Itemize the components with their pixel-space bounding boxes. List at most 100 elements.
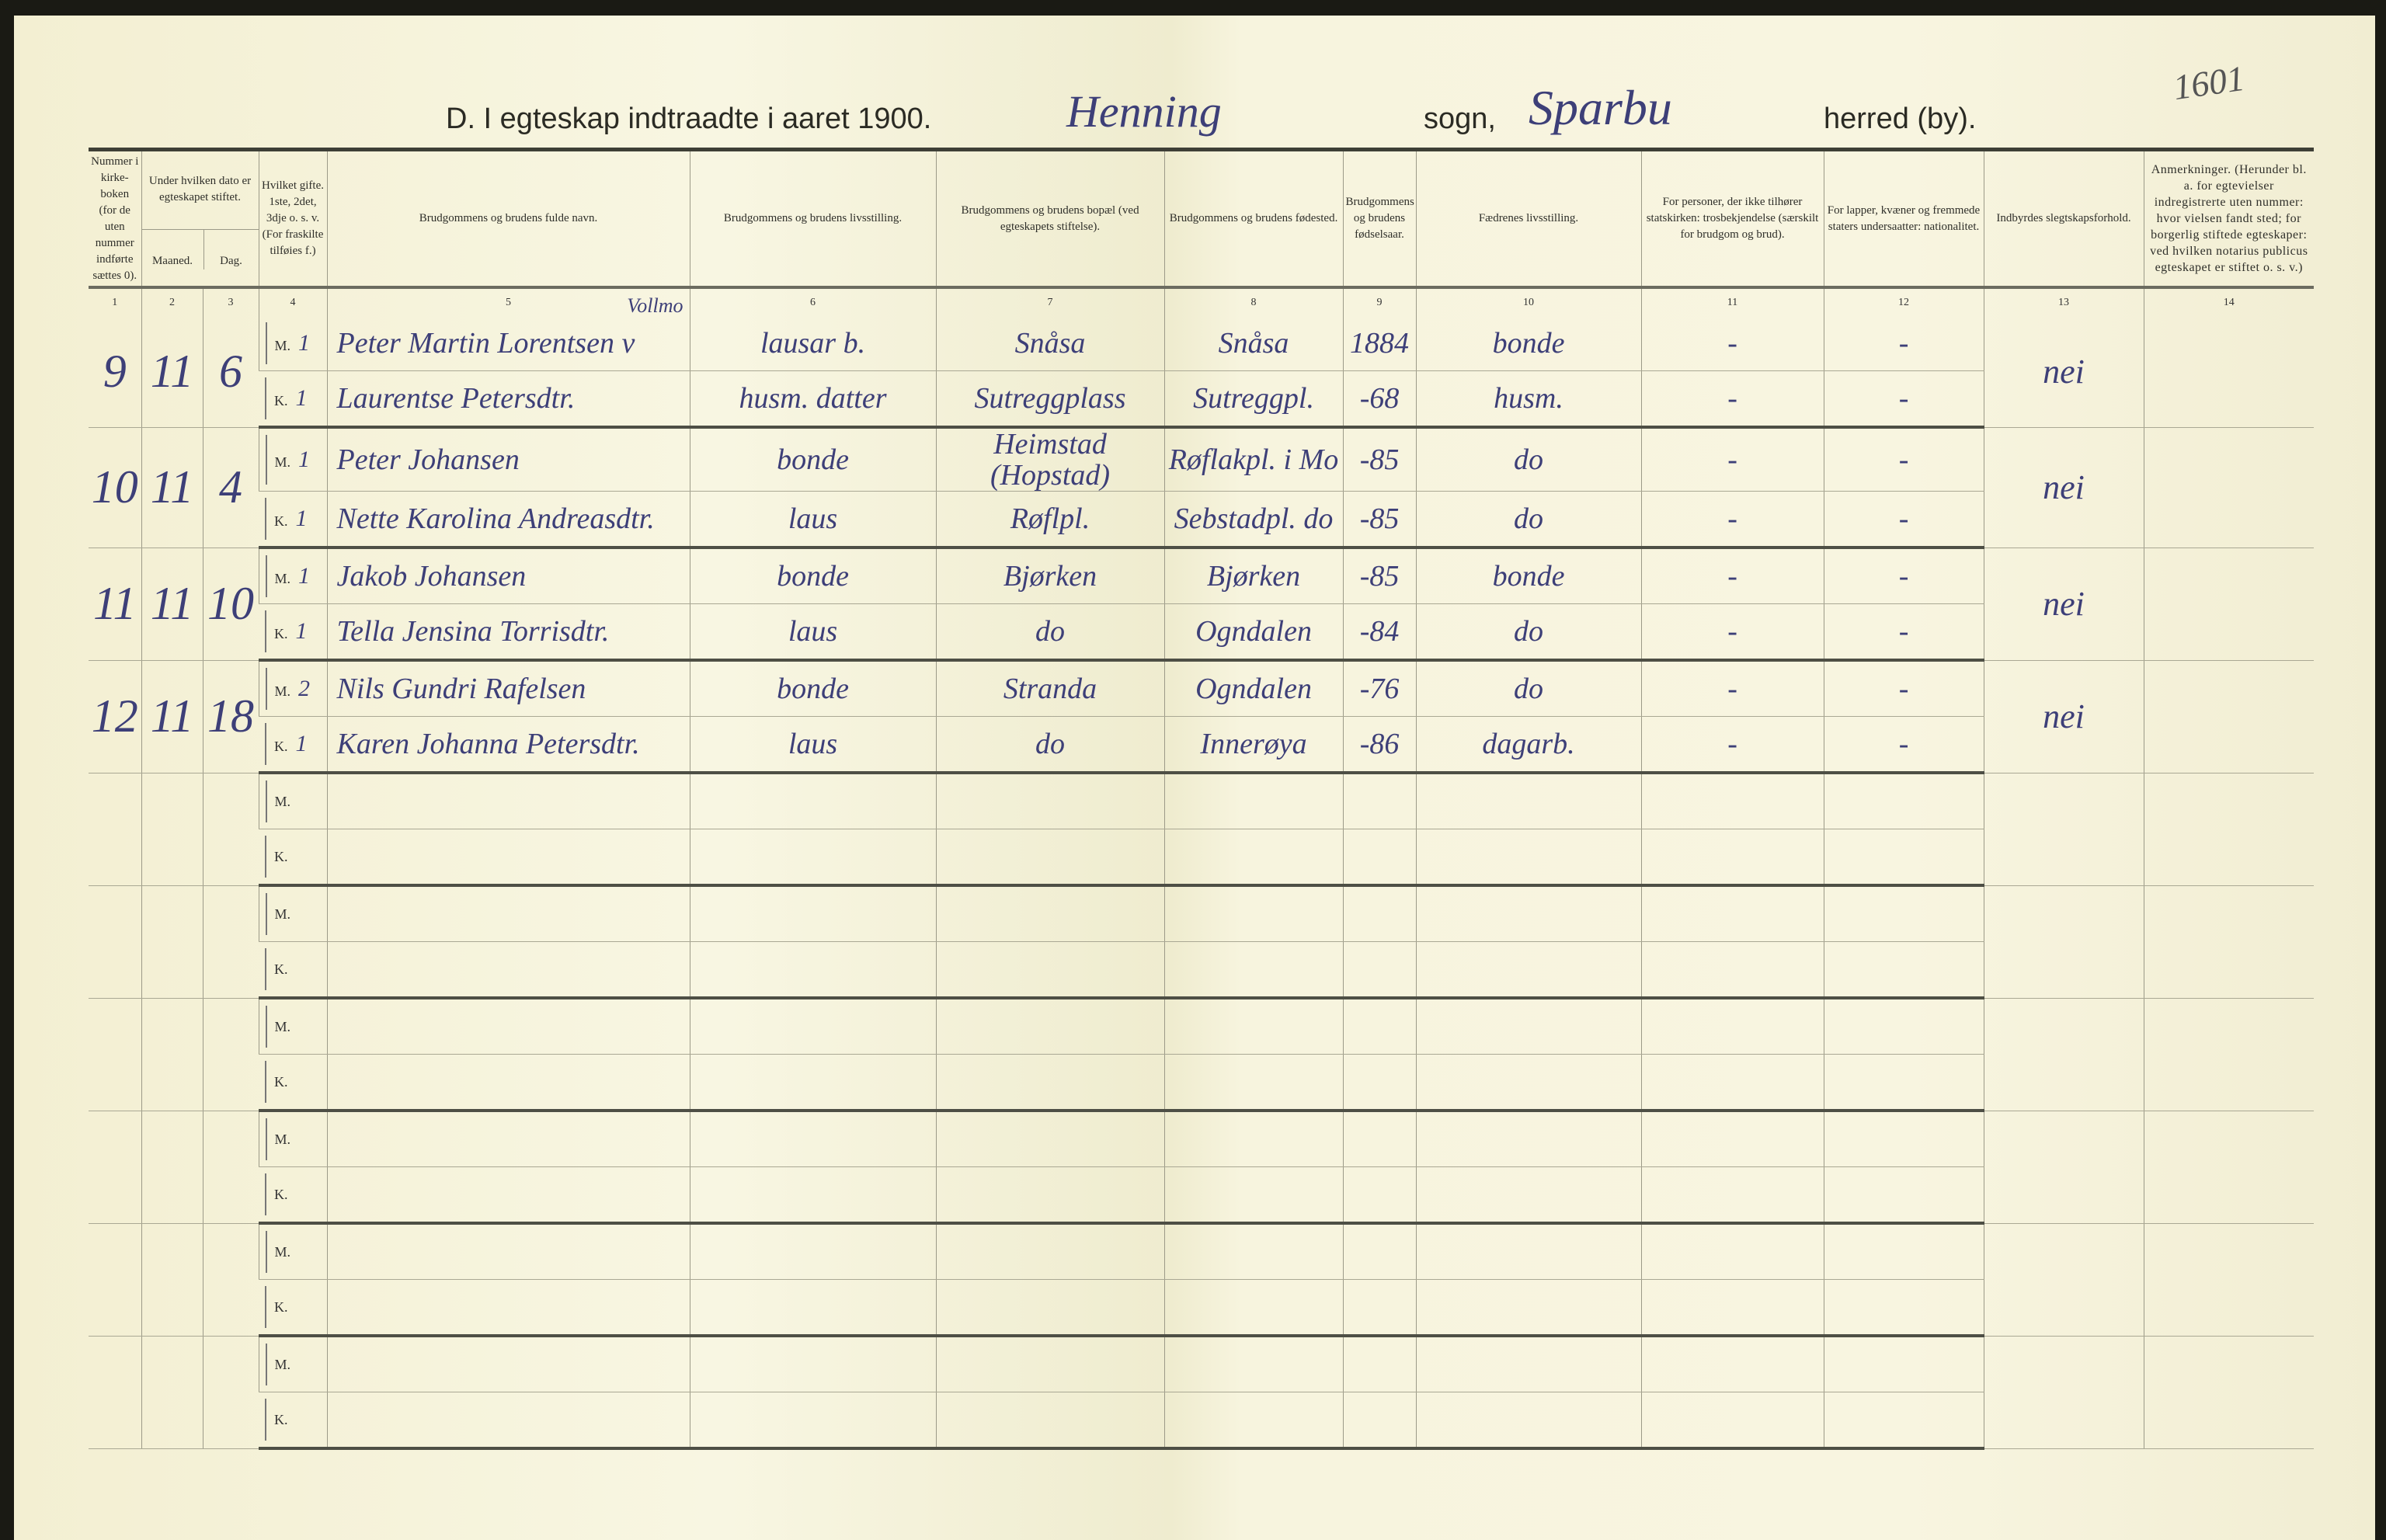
bride-residence-text: Sutreggplass — [974, 382, 1126, 415]
relation: nei — [1983, 427, 2144, 548]
spouse-label: M. — [274, 1356, 291, 1372]
bride-birth-year-text: -86 — [1359, 728, 1400, 760]
remarks — [2143, 885, 2315, 999]
column-number-3: 3 — [202, 287, 259, 316]
bride-birth-year: -84 — [1342, 603, 1417, 662]
column-number-13: 13 — [1983, 287, 2144, 316]
column-header-month-day: Maaned. Dag. — [142, 229, 259, 269]
bride-nationality: - — [1823, 491, 1984, 549]
groom-nationality — [1823, 1336, 1984, 1392]
groom-name: Peter Johansen — [326, 427, 690, 492]
groom-birthplace — [1163, 1111, 1344, 1167]
groom-name-text: Peter Martin Lorentsen v — [336, 327, 635, 360]
groom-faith: - — [1640, 660, 1824, 717]
groom-faith — [1640, 998, 1824, 1055]
bride-faith-text: - — [1727, 728, 1737, 760]
groom-birth-year — [1342, 1336, 1417, 1392]
empty-row-k: K. — [89, 1054, 2314, 1112]
groom-father-occupation-text: bonde — [1492, 327, 1565, 360]
entry-day: 10 — [202, 548, 259, 661]
groom-faith — [1640, 885, 1824, 942]
entry-bride-row: K. 1 Laurentse Petersdtr. husm. datter Sutre… — [89, 370, 2314, 429]
herred-name: Sparbu — [1529, 80, 1672, 135]
bride-father-occupation — [1415, 1392, 1642, 1450]
entry-number — [89, 773, 141, 886]
groom-occupation — [689, 773, 937, 829]
groom-nationality — [1823, 773, 1984, 829]
page-number: 1601 — [2170, 57, 2248, 108]
groom-nationality: - — [1823, 316, 1984, 371]
groom-residence: Stranda — [935, 660, 1165, 717]
bride-birthplace: Innerøya — [1163, 716, 1344, 774]
groom-birth-year-text: 1884 — [1350, 327, 1410, 360]
bride-nationality — [1823, 1166, 1984, 1225]
entry-day: 4 — [202, 427, 259, 548]
entry-number — [89, 1111, 141, 1224]
groom-name — [326, 1336, 690, 1392]
bride-residence: do — [935, 716, 1165, 774]
column-header-13: Indbyrdes slegtskapsforhold. — [1983, 148, 2144, 289]
bride-nationality — [1823, 1279, 1984, 1337]
groom-residence-text: Heimstad (Hopstad) — [990, 428, 1111, 492]
bride-faith — [1640, 1279, 1824, 1337]
empty-row-k: K. — [89, 1166, 2314, 1225]
entry-day — [202, 998, 259, 1111]
bride-birthplace-text: Innerøya — [1200, 728, 1307, 760]
relation — [1983, 1223, 2144, 1337]
column-number-4: 4 — [258, 287, 328, 316]
spouse-marker: M. 1 — [258, 548, 328, 604]
bride-occupation-text: laus — [788, 502, 838, 535]
groom-faith — [1640, 1111, 1824, 1167]
spouse-marker: K. — [259, 1166, 328, 1225]
column-header-4: Hvilket gifte. 1ste, 2det, 3dje o. s. v.… — [258, 148, 328, 289]
remarks — [2143, 998, 2315, 1111]
bride-residence — [935, 1166, 1165, 1225]
groom-birthplace — [1163, 1223, 1344, 1280]
bride-father-occupation — [1415, 941, 1642, 999]
empty-row-m: M. — [89, 1336, 2315, 1449]
groom-father-occupation-text: do — [1514, 443, 1544, 476]
bride-occupation — [689, 1166, 937, 1225]
form-title: D. I egteskap indtraadte i aaret 1900. — [446, 103, 932, 135]
groom-name-text: Jakob Johansen — [336, 560, 527, 593]
bride-birthplace: Ogndalen — [1163, 603, 1344, 662]
groom-birthplace-text: Bjørken — [1206, 560, 1301, 593]
spouse-marker: K. — [259, 829, 328, 887]
groom-birthplace — [1163, 1336, 1344, 1392]
groom-father-occupation — [1415, 1111, 1642, 1167]
entry-month — [141, 998, 203, 1111]
column-number-row: 1 2 3 4 5 6 7 8 9 10 11 12 13 14 — [89, 287, 2315, 316]
spouse-marker: M. — [258, 1336, 328, 1392]
groom-name-text: Nils Gundri Rafelsen — [336, 673, 586, 705]
spouse-label: K. — [274, 513, 288, 529]
groom-father-occupation — [1415, 773, 1642, 829]
spouse-marker: M. 1 — [258, 316, 328, 371]
spouse-marker: M. — [258, 1111, 328, 1167]
remarks — [2143, 316, 2315, 428]
relation: nei — [1983, 548, 2144, 661]
bride-residence-text: Røflpl. — [1010, 502, 1090, 535]
spouse-marker: K. 1 — [259, 716, 328, 774]
bride-faith: - — [1640, 370, 1824, 429]
relation — [1983, 1336, 2144, 1449]
bride-occupation-text: laus — [788, 615, 838, 648]
groom-nationality — [1823, 998, 1984, 1055]
bride-nationality: - — [1823, 716, 1984, 774]
entry-month — [141, 1223, 203, 1337]
groom-birth-year: -85 — [1342, 548, 1417, 604]
groom-faith: - — [1640, 316, 1824, 371]
groom-occupation — [689, 1336, 937, 1392]
entry-groom-row: 10 11 4 M. 1 Peter Johansen bonde Heimstad (Hop… — [89, 427, 2315, 548]
entry-number: 11 — [89, 548, 141, 661]
column-number-10: 10 — [1415, 287, 1642, 316]
groom-name-text: Peter Johansen — [336, 443, 520, 476]
groom-name: Nils Gundri Rafelsen — [326, 660, 690, 717]
bride-birth-year — [1342, 1279, 1417, 1337]
spouse-label: K. — [274, 1411, 288, 1427]
remarks — [2143, 1223, 2315, 1337]
groom-birthplace: Snåsa — [1163, 316, 1344, 371]
groom-faith — [1640, 1223, 1824, 1280]
entry-number — [89, 998, 141, 1111]
entry-number — [89, 885, 141, 999]
spouse-marker: K. — [259, 1279, 328, 1337]
